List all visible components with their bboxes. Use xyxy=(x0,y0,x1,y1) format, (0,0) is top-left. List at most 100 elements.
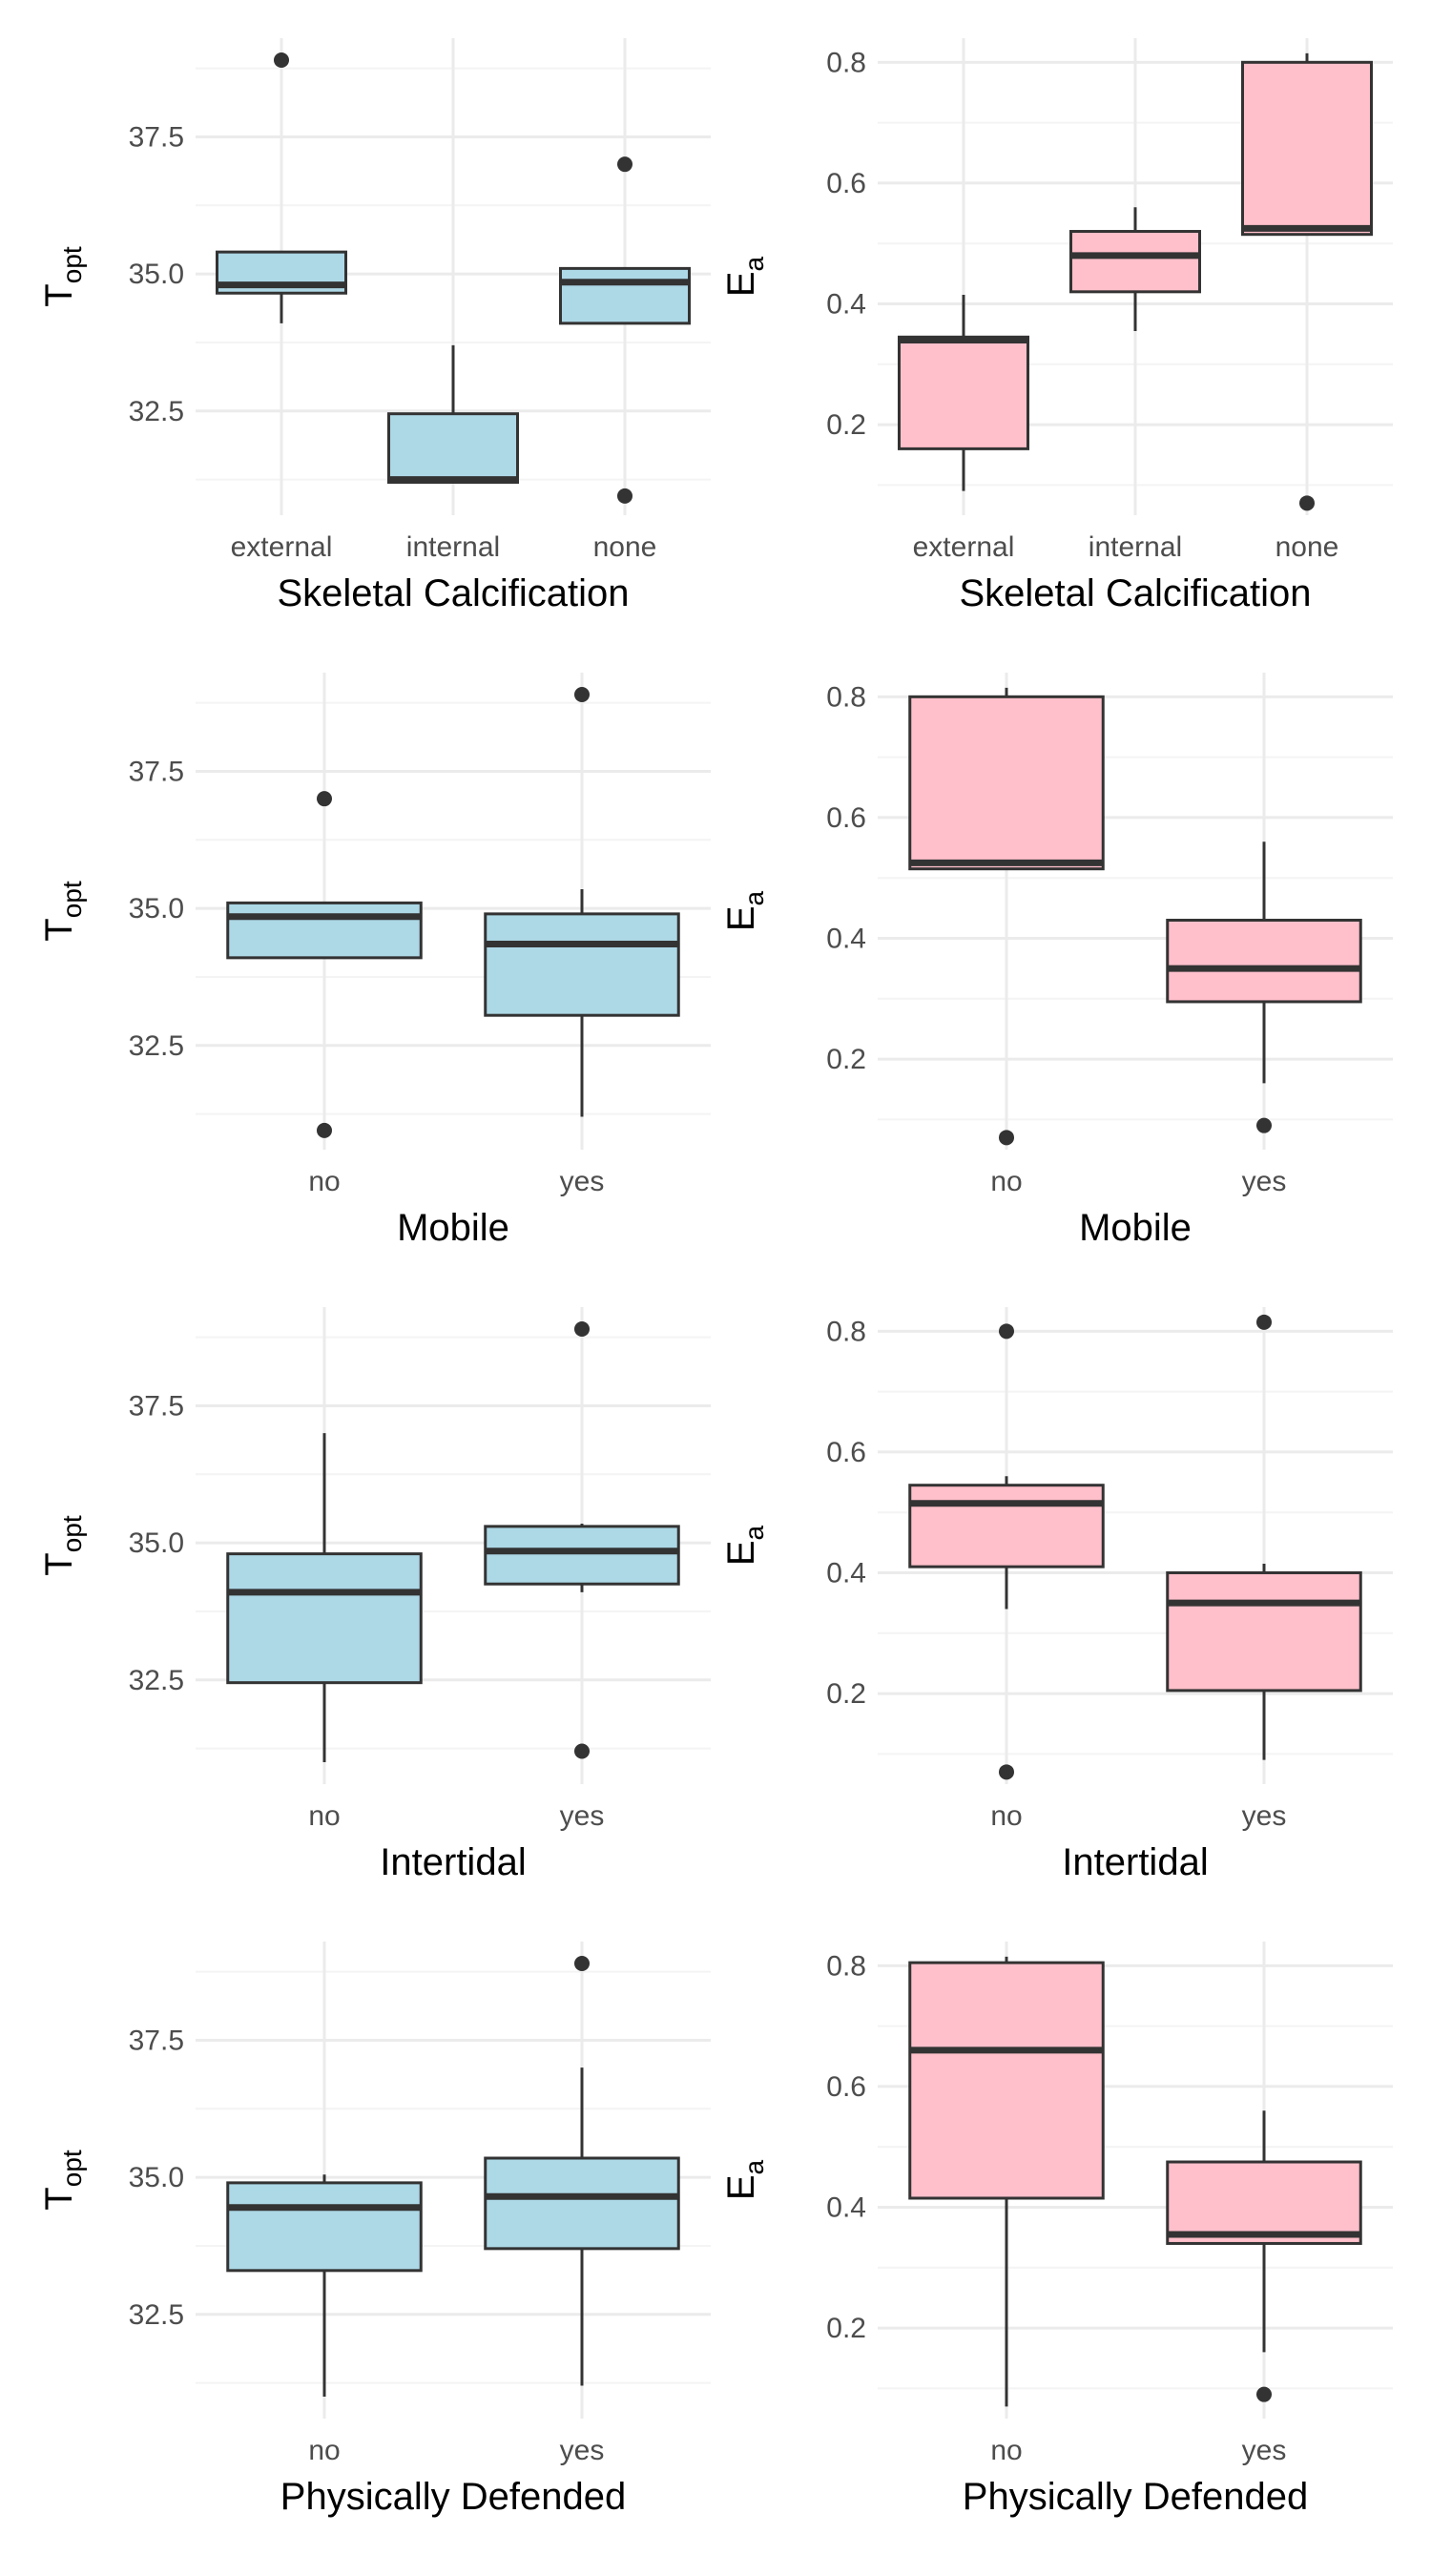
chart-panel-8: 0.2 0.4 0.6 0.8 no yes Physically Defended Ea xyxy=(720,1942,1393,2518)
outlier-point xyxy=(1299,495,1315,511)
x-tick-label: external xyxy=(231,531,333,563)
y-axis-title-subscript: opt xyxy=(57,1515,87,1552)
x-tick-label: yes xyxy=(1242,1800,1287,1832)
outlier-point xyxy=(999,1323,1014,1340)
y-tick-label: 37.5 xyxy=(129,121,184,153)
y-tick-label: 0.8 xyxy=(826,47,866,78)
outlier-point xyxy=(317,1122,332,1138)
iqr-box xyxy=(1166,2160,1362,2245)
box-yes xyxy=(484,1955,680,2386)
box-yes xyxy=(1166,841,1362,1133)
x-tick-label: no xyxy=(990,1800,1022,1832)
x-tick-label: yes xyxy=(1242,2435,1287,2466)
y-axis-title-subscript: opt xyxy=(57,881,87,918)
y-tick-label: 35.0 xyxy=(129,259,184,290)
x-tick-label: yes xyxy=(560,1800,605,1832)
iqr-box xyxy=(484,1525,680,1586)
box-yes xyxy=(1166,2110,1362,2402)
box-no xyxy=(226,791,423,1138)
x-tick-label: no xyxy=(990,1166,1022,1197)
box-yes xyxy=(484,1320,680,1759)
box-internal xyxy=(387,344,519,485)
box-no xyxy=(908,687,1105,1146)
outlier-point xyxy=(574,1955,590,1971)
outlier-point xyxy=(274,52,289,68)
iqr-box xyxy=(908,695,1105,871)
y-tick-label: 0.6 xyxy=(826,802,866,834)
y-tick-label: 35.0 xyxy=(129,893,184,924)
x-axis-title: Mobile xyxy=(1079,1207,1192,1249)
box-no xyxy=(226,1433,423,1763)
chart-panel-2: 0.2 0.4 0.6 0.8 external internal none Skeletal… xyxy=(720,38,1393,614)
y-tick-label: 32.5 xyxy=(129,2299,184,2331)
y-axis-title: Ea xyxy=(720,256,769,297)
iqr-box xyxy=(559,266,691,325)
box-no xyxy=(908,1956,1105,2407)
y-tick-label: 0.2 xyxy=(826,409,866,441)
outlier-point xyxy=(999,1130,1014,1146)
chart-panel-1: 32.5 35.0 37.5 external internal none Skeletal… xyxy=(38,38,711,614)
chart-panel-3: 32.5 35.0 37.5 no yes Mobile Topt xyxy=(38,673,711,1249)
y-tick-label: 0.2 xyxy=(826,2313,866,2344)
y-tick-label: 35.0 xyxy=(129,2162,184,2193)
iqr-box xyxy=(484,2156,680,2251)
iqr-box xyxy=(908,1961,1105,2200)
outlier-point xyxy=(574,1743,590,1759)
x-tick-label: yes xyxy=(560,2435,605,2466)
box-no xyxy=(908,1323,1105,1780)
y-axis-title-main: E xyxy=(720,1540,762,1566)
box-yes xyxy=(1166,1314,1362,1760)
y-tick-label: 0.4 xyxy=(826,1557,866,1589)
y-axis-title-subscript: a xyxy=(739,256,769,271)
y-axis-title: Ea xyxy=(720,890,769,931)
x-tick-label: internal xyxy=(406,531,500,563)
iqr-box xyxy=(387,412,519,485)
box-none xyxy=(559,156,691,504)
y-axis-title-main: T xyxy=(38,2187,80,2210)
x-axis-title: Skeletal Calcification xyxy=(959,572,1311,614)
x-tick-label: external xyxy=(913,531,1015,563)
x-tick-label: no xyxy=(990,2435,1022,2466)
y-axis-title-main: T xyxy=(38,283,80,306)
y-tick-label: 0.8 xyxy=(826,1316,866,1347)
y-tick-label: 0.6 xyxy=(826,1437,866,1468)
y-tick-label: 0.6 xyxy=(826,168,866,199)
iqr-box xyxy=(226,2181,423,2273)
x-tick-label: no xyxy=(308,1800,340,1832)
x-tick-label: yes xyxy=(560,1166,605,1197)
box-internal xyxy=(1069,207,1201,331)
outlier-point xyxy=(1256,2386,1272,2402)
y-axis-title: Topt xyxy=(38,881,87,942)
x-tick-label: none xyxy=(1275,531,1339,563)
outlier-point xyxy=(617,156,633,173)
x-axis-title: Intertidal xyxy=(1062,1841,1208,1883)
x-axis-title: Intertidal xyxy=(380,1841,526,1883)
iqr-box xyxy=(226,901,423,960)
chart-panel-7: 32.5 35.0 37.5 no yes Physically Defended Topt xyxy=(38,1942,711,2518)
chart-panel-6: 0.2 0.4 0.6 0.8 no yes Intertidal Ea xyxy=(720,1307,1393,1883)
y-axis-title-main: T xyxy=(38,1552,80,1575)
y-tick-label: 32.5 xyxy=(129,396,184,427)
x-tick-label: yes xyxy=(1242,1166,1287,1197)
x-tick-label: no xyxy=(308,1166,340,1197)
outlier-point xyxy=(999,1764,1014,1780)
box-external xyxy=(898,294,1029,491)
y-tick-label: 0.2 xyxy=(826,1044,866,1075)
chart-panel-4: 0.2 0.4 0.6 0.8 no yes Mobile Ea xyxy=(720,673,1393,1249)
y-tick-label: 35.0 xyxy=(129,1527,184,1559)
outlier-point xyxy=(617,488,633,504)
y-axis-title: Ea xyxy=(720,2159,769,2200)
x-tick-label: none xyxy=(593,531,657,563)
iqr-box xyxy=(898,335,1029,450)
y-tick-label: 32.5 xyxy=(129,1665,184,1696)
box-none xyxy=(1241,52,1373,511)
x-axis-title: Mobile xyxy=(397,1207,509,1249)
iqr-box xyxy=(484,912,680,1017)
outlier-point xyxy=(1256,1314,1272,1330)
outlier-point xyxy=(317,791,332,807)
iqr-box xyxy=(1166,1570,1362,1693)
y-tick-label: 0.4 xyxy=(826,2192,866,2223)
x-tick-label: internal xyxy=(1089,531,1182,563)
y-tick-label: 0.8 xyxy=(826,1950,866,1982)
